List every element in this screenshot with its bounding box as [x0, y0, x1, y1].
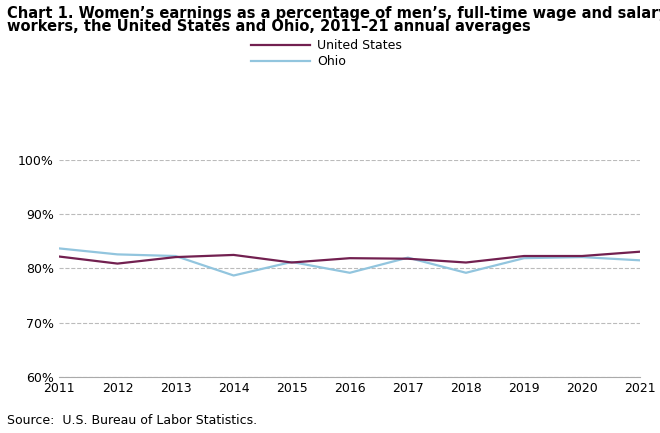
Text: Chart 1. Women’s earnings as a percentage of men’s, full-time wage and salary: Chart 1. Women’s earnings as a percentag…: [7, 6, 660, 22]
Text: Source:  U.S. Bureau of Labor Statistics.: Source: U.S. Bureau of Labor Statistics.: [7, 414, 257, 427]
Text: workers, the United States and Ohio, 2011–21 annual averages: workers, the United States and Ohio, 201…: [7, 19, 531, 35]
Text: United States: United States: [317, 39, 402, 52]
Text: Ohio: Ohio: [317, 55, 346, 68]
